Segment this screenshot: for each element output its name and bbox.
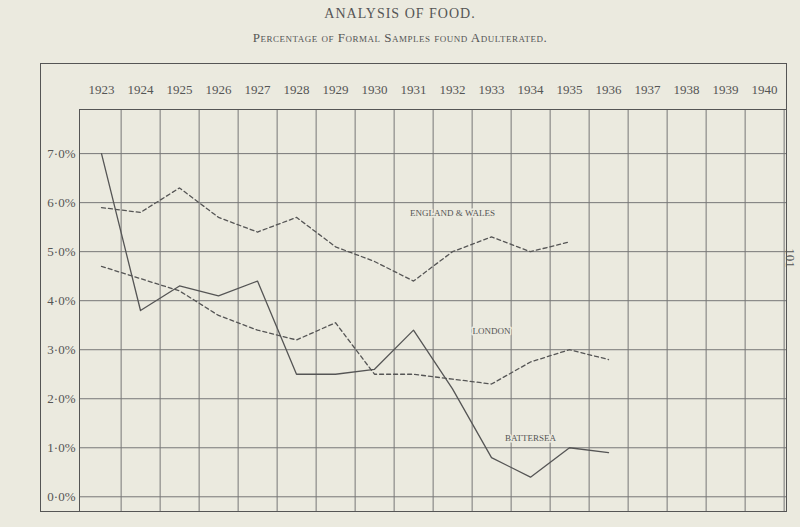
svg-text:1935: 1935 xyxy=(557,82,583,97)
svg-text:1·0%: 1·0% xyxy=(47,440,75,455)
svg-text:1927: 1927 xyxy=(245,82,272,97)
svg-text:0·0%: 0·0% xyxy=(47,489,75,504)
svg-text:1936: 1936 xyxy=(596,82,623,97)
svg-text:1929: 1929 xyxy=(323,82,349,97)
svg-text:1928: 1928 xyxy=(284,82,310,97)
html-text:ANALYSIS OF FOOD.: ANALYSIS OF FOOD. xyxy=(324,6,476,21)
svg-text:4·0%: 4·0% xyxy=(47,293,75,308)
svg-text:6·0%: 6·0% xyxy=(47,195,75,210)
svg-text:1924: 1924 xyxy=(128,82,155,97)
svg-text:1925: 1925 xyxy=(167,82,193,97)
svg-text:1940: 1940 xyxy=(752,82,778,97)
html-text:Percentage of Formal Samples f: Percentage of Formal Samples found Adult… xyxy=(252,30,548,45)
svg-text:1923: 1923 xyxy=(89,82,115,97)
svg-text:1931: 1931 xyxy=(401,82,427,97)
svg-text:1938: 1938 xyxy=(674,82,700,97)
svg-text:3·0%: 3·0% xyxy=(47,342,75,357)
svg-text:BATTERSEA: BATTERSEA xyxy=(505,433,557,443)
svg-text:1926: 1926 xyxy=(206,82,233,97)
svg-text:1933: 1933 xyxy=(479,82,505,97)
svg-text:1930: 1930 xyxy=(362,82,388,97)
svg-text:1934: 1934 xyxy=(518,82,545,97)
html-text:101: 101 xyxy=(782,248,798,268)
svg-text:ENGLAND & WALES: ENGLAND & WALES xyxy=(410,208,495,218)
svg-text:7·0%: 7·0% xyxy=(47,146,75,161)
svg-text:1937: 1937 xyxy=(635,82,662,97)
svg-text:5·0%: 5·0% xyxy=(47,244,75,259)
svg-text:1932: 1932 xyxy=(440,82,466,97)
svg-text:2·0%: 2·0% xyxy=(47,391,75,406)
svg-text:1939: 1939 xyxy=(713,82,739,97)
svg-text:LONDON: LONDON xyxy=(473,326,511,336)
